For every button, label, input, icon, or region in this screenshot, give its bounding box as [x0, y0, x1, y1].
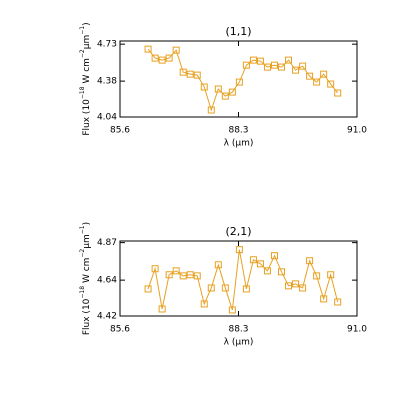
- data-point: [193, 71, 201, 79]
- data-point: [235, 246, 243, 254]
- data-point: [144, 285, 152, 293]
- data-point: [165, 54, 173, 62]
- data-point: [249, 56, 257, 64]
- data-point: [144, 45, 152, 53]
- data-point: [270, 61, 278, 69]
- data-point: [256, 260, 264, 268]
- y-axis-label-part: ): [82, 22, 92, 26]
- data-point: [214, 85, 222, 93]
- data-point: [327, 271, 335, 279]
- y-axis-label-part: −2: [79, 49, 86, 58]
- data-point: [151, 265, 159, 273]
- data-point: [207, 284, 215, 292]
- data-point: [327, 80, 335, 88]
- y-axis-label-part: −2: [79, 249, 86, 258]
- y-axis-label-part: −18: [79, 286, 86, 299]
- y-axis-label-part: W cm: [82, 258, 92, 286]
- x-tick-label: 88.3: [228, 126, 248, 136]
- data-point: [193, 272, 201, 280]
- y-tick-label: 4.87: [97, 238, 117, 248]
- y-axis-label-part: ): [82, 222, 92, 226]
- data-point: [228, 88, 236, 96]
- y-tick-label: 4.64: [97, 276, 117, 286]
- data-point: [299, 62, 307, 70]
- data-point: [313, 272, 321, 280]
- chart-title: (2,1): [225, 225, 251, 238]
- data-point: [292, 66, 300, 74]
- data-point: [278, 268, 286, 276]
- y-axis-label: Flux (10−18 W cm−2μm−1): [79, 22, 92, 135]
- data-point: [235, 78, 243, 86]
- data-point: [285, 282, 293, 290]
- data-point: [334, 89, 342, 97]
- y-axis-label-part: −1: [79, 225, 86, 234]
- data-point: [207, 106, 215, 114]
- y-axis-label-part: μm: [82, 234, 92, 249]
- data-point: [249, 256, 257, 264]
- data-point: [299, 284, 307, 292]
- data-point: [306, 257, 314, 265]
- data-point: [214, 261, 222, 269]
- data-point: [320, 70, 328, 78]
- data-point: [179, 68, 187, 76]
- data-point: [306, 72, 314, 80]
- data-point: [263, 267, 271, 275]
- data-point: [242, 61, 250, 69]
- data-point: [278, 63, 286, 71]
- y-axis-label-part: −1: [79, 26, 86, 35]
- data-point: [172, 267, 180, 275]
- x-tick-label: 85.6: [110, 325, 130, 335]
- data-point: [151, 54, 159, 62]
- data-point: [320, 295, 328, 303]
- data-point: [221, 284, 229, 292]
- x-axis-label: λ (μm): [224, 139, 254, 149]
- x-tick-label: 91.0: [347, 325, 367, 335]
- data-point: [221, 92, 229, 100]
- y-axis-label-part: Flux (10: [82, 298, 92, 335]
- data-point: [313, 78, 321, 86]
- x-tick-label: 91.0: [347, 126, 367, 136]
- y-axis-label: Flux (10−18 W cm−2μm−1): [79, 222, 92, 335]
- series-line: [147, 48, 339, 112]
- x-axis-label: λ (μm): [224, 338, 254, 348]
- data-point: [263, 63, 271, 71]
- y-axis-label-part: Flux (10: [82, 99, 92, 136]
- data-point: [228, 306, 236, 314]
- series-line: [147, 249, 339, 311]
- data-point: [285, 56, 293, 64]
- data-point: [200, 300, 208, 308]
- y-axis-label-part: μm: [82, 35, 92, 50]
- y-tick-label: 4.04: [97, 113, 117, 123]
- y-axis-label-part: W cm: [82, 58, 92, 86]
- data-point: [200, 83, 208, 91]
- chart-title: (1,1): [225, 25, 251, 38]
- data-point: [165, 271, 173, 279]
- y-tick-label: 4.38: [97, 77, 117, 87]
- y-tick-label: 4.73: [97, 40, 117, 50]
- data-point: [172, 46, 180, 54]
- data-point: [158, 56, 166, 64]
- data-point: [334, 298, 342, 306]
- data-point: [270, 252, 278, 260]
- x-tick-label: 85.6: [110, 126, 130, 136]
- data-point: [292, 280, 300, 288]
- y-tick-label: 4.42: [97, 312, 117, 322]
- data-point: [242, 285, 250, 293]
- data-point: [186, 70, 194, 78]
- y-axis-label-part: −18: [79, 86, 86, 99]
- x-tick-label: 88.3: [228, 325, 248, 335]
- data-point: [179, 272, 187, 280]
- data-point: [186, 271, 194, 279]
- data-point: [158, 305, 166, 313]
- data-point: [256, 57, 264, 65]
